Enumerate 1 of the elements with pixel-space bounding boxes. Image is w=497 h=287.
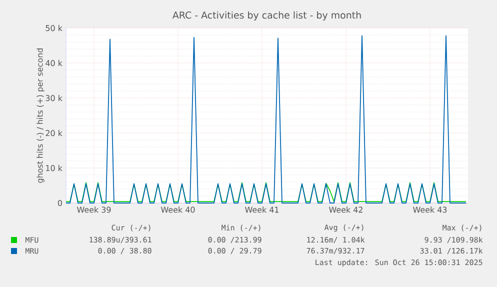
chart-title: ARC - Activities by cache list - by month	[172, 11, 361, 21]
